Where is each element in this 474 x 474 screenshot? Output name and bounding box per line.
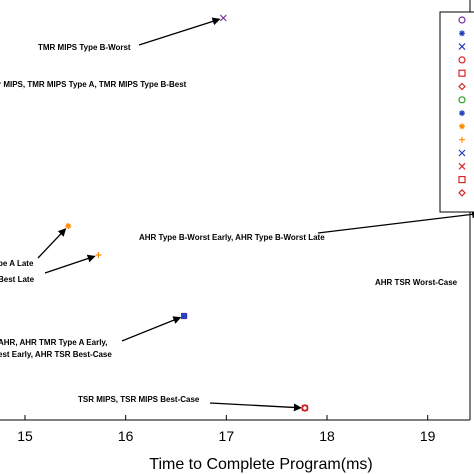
marker-diamond: [458, 189, 466, 197]
marker-x: [458, 149, 466, 157]
marker-circle: [180, 312, 188, 320]
x-tick-label: 15: [17, 428, 33, 444]
x-ticks: 151617181920: [17, 415, 436, 444]
annotation-label: Best Late: [0, 275, 35, 284]
legend-entry-marker: [458, 69, 466, 77]
annotation-arrow: [209, 402, 302, 412]
annotation-label: est Early, AHR TSR Best-Case: [0, 350, 112, 359]
marker-x: [219, 14, 227, 22]
scatter-point: [301, 404, 309, 412]
legend-entry-marker: [458, 176, 466, 184]
scatter-point: [95, 252, 102, 258]
x-axis-title: Time to Complete Program(ms): [149, 456, 372, 473]
legend-entry-marker: [458, 16, 466, 24]
legend-entry-marker: [459, 110, 465, 117]
marker-circle: [458, 16, 466, 24]
legend-entry-marker: [458, 189, 466, 197]
marker-circle: [458, 96, 466, 104]
annotation-label: r MIPS, TMR MIPS Type A, TMR MIPS Type B…: [0, 80, 187, 89]
marker-diamond: [458, 82, 466, 91]
annotation-label: AHR TSR Worst-Case: [375, 278, 458, 287]
legend-entry-marker: [458, 56, 466, 64]
x-tick-label: 19: [420, 428, 436, 444]
annotation-label: pe A Late: [0, 259, 34, 268]
marker-square: [458, 69, 466, 77]
annotations: TMR MIPS Type B-Worst r MIPS, TMR MIPS Ty…: [0, 43, 458, 404]
scatter-point: [180, 312, 188, 320]
data-points: [65, 14, 309, 412]
legend-box: [439, 11, 474, 213]
marker-diamond: [301, 404, 309, 412]
legend-entry-marker: [459, 30, 465, 37]
marker-x: [458, 162, 466, 170]
annotation-arrow: [44, 254, 96, 274]
legend: [458, 16, 466, 197]
legend-entry-marker: [458, 162, 466, 170]
scatter-point: [65, 223, 72, 229]
legend-entry-marker: [458, 82, 466, 91]
annotation-arrow: [138, 17, 221, 46]
annotation-label: TMR MIPS Type B-Worst: [38, 43, 131, 52]
x-tick-label: 18: [319, 428, 335, 444]
legend-entry-marker: [459, 136, 465, 143]
annotation-arrow: [37, 228, 67, 259]
annotation-arrow: [317, 210, 474, 234]
scatter-point: [219, 14, 227, 22]
x-tick-label: 16: [118, 428, 134, 444]
legend-entry-marker: [459, 123, 465, 130]
annotation-label: AHR, AHR TMR Type A Early,: [0, 338, 108, 347]
annotation-arrows: [37, 17, 474, 412]
marker-asterisk: [65, 223, 72, 229]
marker-plus: [459, 136, 465, 143]
marker-x: [458, 43, 466, 51]
legend-entry-marker: [458, 149, 466, 157]
marker-square: [458, 176, 466, 184]
annotation-label: TSR MIPS, TSR MIPS Best-Case: [78, 395, 200, 404]
legend-entry-marker: [458, 96, 466, 104]
x-tick-label: 17: [219, 428, 235, 444]
annotation-label: AHR Type B-Worst Early, AHR Type B-Worst…: [139, 233, 325, 242]
marker-asterisk: [459, 110, 465, 117]
annotation-arrow: [121, 316, 182, 342]
legend-entry-marker: [458, 43, 466, 51]
marker-asterisk: [459, 30, 465, 37]
marker-circle: [458, 56, 466, 64]
marker-plus: [95, 252, 102, 258]
marker-asterisk: [459, 123, 465, 130]
marker-asterisk: [181, 313, 188, 319]
